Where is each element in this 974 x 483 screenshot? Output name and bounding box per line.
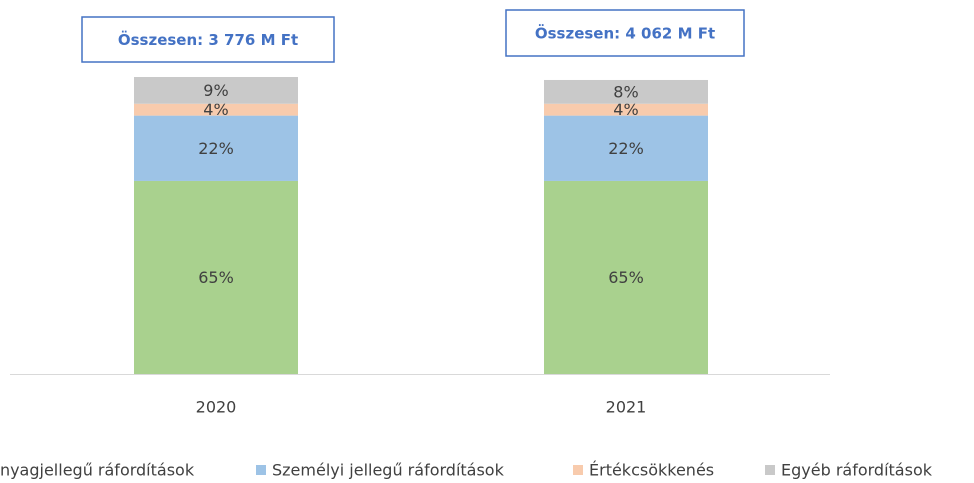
- annotation-box: [505, 9, 745, 57]
- value-label: 9%: [203, 81, 228, 100]
- legend-marker: [256, 465, 266, 475]
- value-label: 65%: [608, 268, 644, 287]
- x-tick-label: 2020: [196, 398, 237, 417]
- legend-label: Anyagjellegű ráfordítások: [0, 461, 195, 480]
- x-tick-label: 2021: [606, 398, 647, 417]
- bar-segment: [544, 79, 708, 104]
- value-label: 4%: [613, 100, 638, 119]
- bar-segment: [134, 115, 298, 181]
- value-label: 22%: [608, 139, 644, 158]
- annotation-box: [81, 16, 335, 63]
- legend-marker: [573, 465, 583, 475]
- annotation: Összesen: 3 776 M Ft: [118, 30, 298, 49]
- bar-segment: [134, 103, 298, 116]
- value-label: 22%: [198, 139, 234, 158]
- annotation: Összesen: 4 062 M Ft: [535, 24, 715, 43]
- bar-segment: [544, 103, 708, 116]
- value-label: 4%: [203, 100, 228, 119]
- value-label: 8%: [613, 82, 638, 101]
- legend-marker: [765, 465, 775, 475]
- bar-segment: [544, 180, 708, 374]
- bar-segment: [134, 77, 298, 104]
- legend-label: Személyi jellegű ráfordítások: [272, 461, 505, 480]
- value-label: 65%: [198, 268, 234, 287]
- legend-label: Értékcsökkenés: [589, 461, 714, 480]
- legend-label: Egyéb ráfordítások: [781, 461, 933, 480]
- bar-segment: [134, 180, 298, 374]
- bar-segment: [544, 115, 708, 181]
